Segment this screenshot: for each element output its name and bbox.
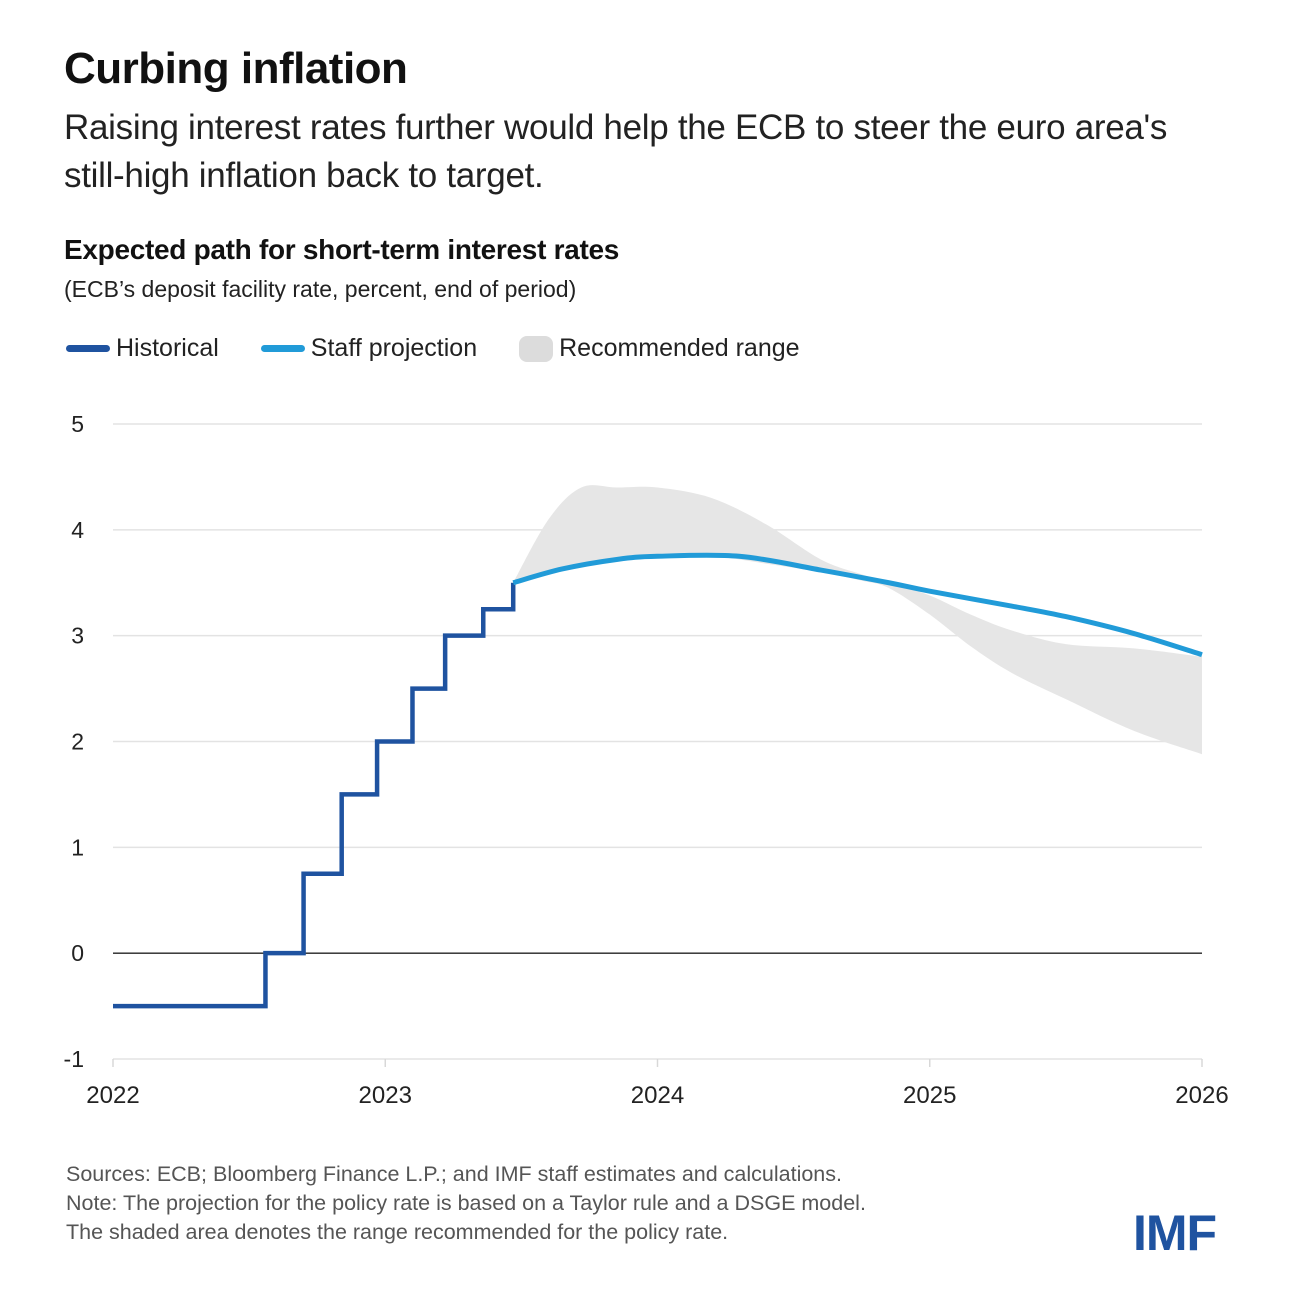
y-tick-label: 3 — [71, 623, 84, 649]
legend-swatch-historical — [66, 345, 110, 352]
recommended-range-band — [513, 485, 1202, 755]
footer-shaded: The shaded area denotes the range recomm… — [66, 1220, 729, 1244]
imf-logo: IMF — [1133, 1205, 1217, 1261]
axis-layer: -1 0 1 2 3 4 5 2022 2023 2024 2025 2026 — [64, 411, 1229, 1109]
legend-label-historical: Historical — [116, 334, 219, 362]
y-tick-label: -1 — [64, 1046, 84, 1072]
chart-subtitle: (ECB’s deposit facility rate, percent, e… — [64, 276, 577, 302]
legend-item-range: Recommended range — [519, 334, 800, 363]
x-tick-label: 2022 — [86, 1082, 139, 1109]
page-title: Curbing inflation — [64, 44, 408, 93]
legend-label-range: Recommended range — [559, 334, 800, 362]
historical-line — [113, 582, 516, 1009]
series-layer — [113, 552, 1203, 1009]
x-tick-label: 2024 — [631, 1082, 684, 1109]
y-tick-label: 2 — [71, 729, 84, 755]
legend-item-projection: Staff projection — [260, 334, 478, 363]
legend-swatch-projection — [260, 345, 305, 352]
range-band-layer — [513, 485, 1202, 755]
legend-swatch-range — [519, 335, 554, 362]
x-tick-label: 2026 — [1175, 1082, 1228, 1109]
footer-sources: Sources: ECB; Bloomberg Finance L.P.; an… — [66, 1162, 842, 1186]
legend-label-projection: Staff projection — [310, 334, 478, 362]
chart-footer: Sources: ECB; Bloomberg Finance L.P.; an… — [66, 1160, 866, 1247]
chart-legend: Historical Staff projection Recommended … — [66, 334, 842, 363]
x-tick-label: 2023 — [359, 1082, 412, 1109]
y-tick-label: 0 — [71, 940, 84, 966]
x-tick-label: 2025 — [903, 1082, 956, 1109]
y-tick-label: 1 — [71, 834, 84, 860]
footer-note: Note: The projection for the policy rate… — [66, 1191, 866, 1215]
staff-projection-line — [512, 552, 1203, 658]
page-subtitle: Raising interest rates further would hel… — [64, 108, 1168, 195]
legend-item-historical: Historical — [66, 334, 219, 363]
y-tick-label: 4 — [71, 517, 84, 543]
y-tick-label: 5 — [71, 411, 84, 437]
chart-title: Expected path for short-term interest ra… — [64, 234, 620, 265]
